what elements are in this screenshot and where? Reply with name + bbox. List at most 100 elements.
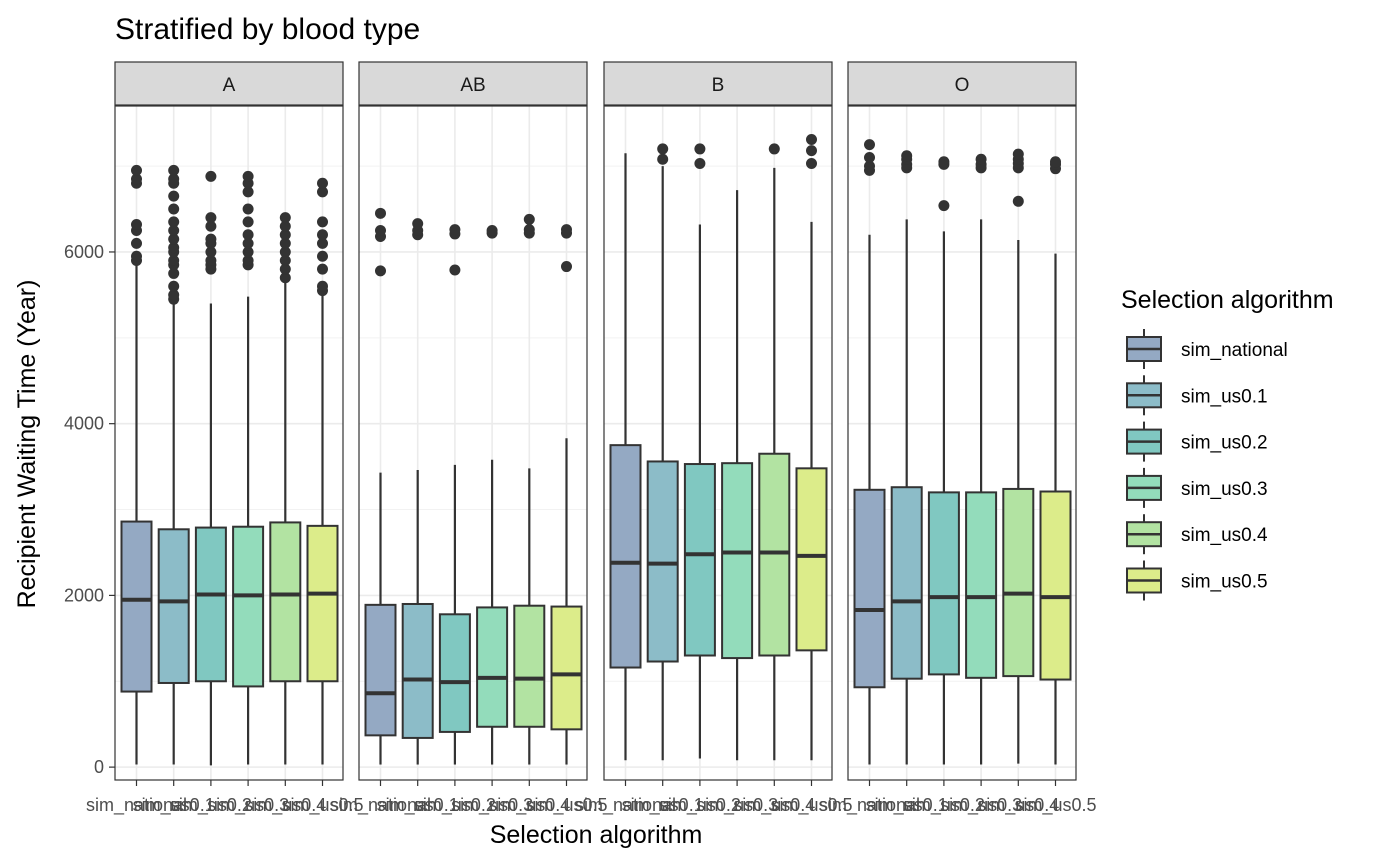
x-tick-label: sim_us0.4 <box>488 795 570 816</box>
strip-label: AB <box>460 75 485 96</box>
outlier-point <box>317 186 328 198</box>
outlier-point <box>242 255 254 267</box>
chart-title: Stratified by blood type <box>115 13 420 46</box>
box-sim_us0-1 <box>401 218 434 765</box>
strip-background <box>603 61 833 106</box>
x-tick-label: sim_us0.4 <box>244 795 326 816</box>
panel-border <box>603 105 833 781</box>
outlier-point <box>242 229 254 241</box>
panel-border <box>358 105 588 781</box>
box-sim_national <box>364 207 397 765</box>
box-body <box>683 463 716 657</box>
outlier-point <box>806 145 817 157</box>
outlier-point <box>205 170 217 182</box>
box-sim_national <box>120 164 153 765</box>
box-body <box>476 606 509 728</box>
x-tick-label: sim_us0.5 <box>1014 795 1096 816</box>
y-axis: 0 2000 4000 6000 <box>64 242 115 777</box>
box-sim_us0-2 <box>927 156 960 765</box>
outlier-point <box>242 170 254 182</box>
strip-label: A <box>223 75 236 96</box>
x-tick-label: sim_us0.3 <box>207 795 289 816</box>
outlier-point <box>901 150 913 162</box>
outlier-point <box>864 139 875 151</box>
box-sim_us0-5 <box>306 177 339 765</box>
outlier-point <box>131 164 142 176</box>
outlier-point <box>168 267 180 279</box>
outlier-point <box>449 224 461 236</box>
outlier-point <box>1012 195 1024 207</box>
outlier-point <box>449 264 461 276</box>
x-tick-label: sim_us0.4 <box>733 795 815 816</box>
outlier-point <box>694 158 706 170</box>
outlier-point <box>279 229 291 241</box>
strip-background <box>358 61 588 106</box>
x-tick-label: sim_us0.3 <box>940 795 1022 816</box>
box-body <box>194 526 227 683</box>
facet-panel-a: Asim_nationalsim_us0.1sim_us0.2sim_us0.3… <box>86 61 364 816</box>
box-body <box>965 491 998 679</box>
y-tick-label: 0 <box>94 757 104 777</box>
x-tick-label: sim_national <box>575 795 676 816</box>
box-body <box>646 460 679 663</box>
box-sim_us0-4 <box>269 212 302 765</box>
outlier-point <box>279 212 291 224</box>
box-sim_us0-3 <box>232 170 265 765</box>
outlier-point <box>168 216 180 228</box>
outlier-point <box>317 216 328 228</box>
box-sim_us0-2 <box>683 143 716 759</box>
outlier-point <box>561 224 572 236</box>
outlier-point <box>375 207 386 219</box>
x-tick-label: sim_us0.5 <box>525 795 607 816</box>
outlier-point <box>561 261 572 273</box>
box-body <box>1039 490 1072 681</box>
facet-panel-o: Osim_nationalsim_us0.1sim_us0.2sim_us0.3… <box>819 61 1097 816</box>
box-body <box>795 467 828 652</box>
outlier-point <box>975 153 987 165</box>
y-axis-title: Recipient Waiting Time (Year) <box>13 280 41 609</box>
x-tick-label: sim_national <box>86 795 187 816</box>
box-body <box>550 605 583 731</box>
x-tick-label: sim_us0.3 <box>451 795 533 816</box>
legend-item-label: sim_us0.2 <box>1181 433 1268 454</box>
x-tick-label: sim_us0.5 <box>770 795 852 816</box>
box-sim_us0-4 <box>513 213 546 765</box>
x-tick-label: sim_national <box>330 795 431 816</box>
panel-background <box>115 106 343 780</box>
box-body <box>269 521 302 683</box>
box-sim_us0-5 <box>1039 156 1072 765</box>
box-sim_us0-4 <box>758 143 791 761</box>
outlier-point <box>523 224 535 236</box>
outlier-point <box>657 153 669 165</box>
legend-item-label: sim_us0.5 <box>1181 572 1268 593</box>
outlier-point <box>523 213 535 225</box>
x-tick-label: sim_us0.5 <box>281 795 363 816</box>
outlier-point <box>806 133 817 145</box>
outlier-point <box>242 203 254 215</box>
outlier-point <box>131 218 142 230</box>
box-sim_us0-3 <box>721 190 754 761</box>
box-body <box>364 603 397 737</box>
box-body <box>890 486 923 680</box>
facet-panel-b: Bsim_nationalsim_us0.1sim_us0.2sim_us0.3… <box>575 61 853 816</box>
box-sim_us0-5 <box>550 224 583 765</box>
box-sim_national <box>853 139 886 765</box>
outlier-point <box>317 280 328 292</box>
panel-border <box>847 105 1077 781</box>
x-tick-label: sim_us0.2 <box>170 795 252 816</box>
x-tick-label: sim_us0.1 <box>133 795 215 816</box>
legend-item-label: sim_us0.3 <box>1181 479 1268 500</box>
box-sim_us0-2 <box>194 170 227 766</box>
box-body <box>853 488 886 689</box>
outlier-point <box>242 186 254 198</box>
box-body <box>721 462 754 660</box>
outlier-point <box>131 250 142 262</box>
outlier-point <box>375 265 386 277</box>
legend-item-label: sim_us0.4 <box>1181 525 1268 546</box>
outlier-point <box>168 173 180 185</box>
outlier-point <box>375 224 386 236</box>
legend-item-sim_us0-2: sim_us0.2 <box>1126 421 1268 462</box>
outlier-point <box>279 272 291 284</box>
outlier-point <box>864 160 875 172</box>
